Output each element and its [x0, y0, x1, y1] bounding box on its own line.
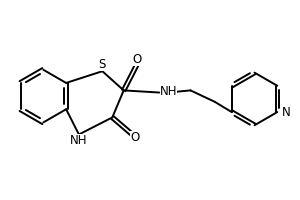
Text: S: S [99, 58, 106, 71]
Text: O: O [130, 131, 140, 144]
Text: NH: NH [69, 134, 87, 147]
Text: N: N [282, 106, 290, 119]
Text: NH: NH [160, 85, 178, 98]
Text: O: O [133, 53, 142, 66]
